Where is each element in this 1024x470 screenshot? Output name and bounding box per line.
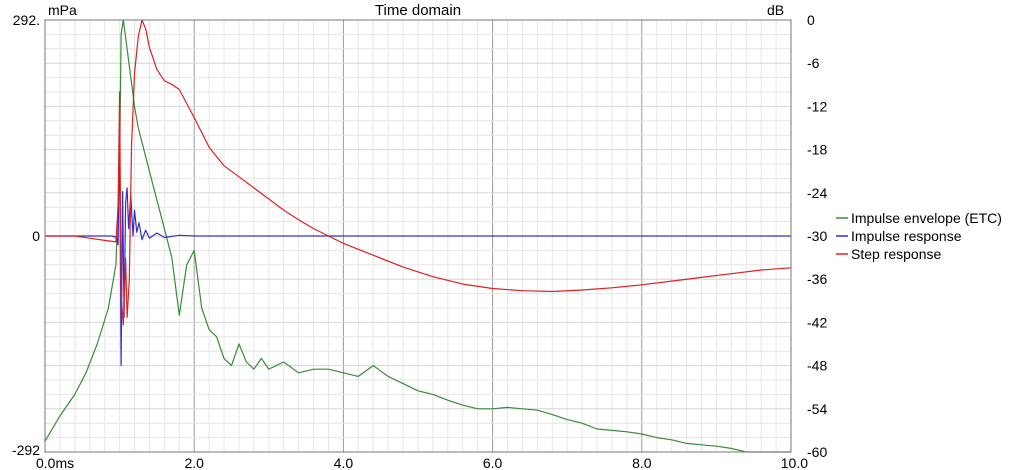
chart-title: Time domain xyxy=(375,2,461,19)
x-tick-label: 2.0 xyxy=(184,455,204,470)
x-tick-label: 8.0 xyxy=(632,455,652,470)
right-axis-unit: dB xyxy=(767,2,784,18)
series-line-step-response xyxy=(45,19,792,326)
legend-entry: Step response xyxy=(851,246,941,262)
legend: Impulse envelope (ETC) Impulse response St… xyxy=(836,210,1002,262)
plot-frame xyxy=(44,19,792,453)
right-tick-label: -18 xyxy=(807,142,827,158)
right-axis-ticks: 0 -6 -12 -18 -24 -30 -36 -42 -48 -54 -60 xyxy=(807,12,827,460)
right-tick-label: -12 xyxy=(807,98,827,114)
x-tick-label: 4.0 xyxy=(334,455,354,470)
right-tick-label: -48 xyxy=(807,358,827,374)
legend-entry: Impulse envelope (ETC) xyxy=(851,210,1002,226)
series-line-impulse-envelope-etc xyxy=(44,19,791,453)
right-tick-label: 0 xyxy=(807,12,815,28)
x-tick-label: 6.0 xyxy=(483,455,503,470)
x-tick-label: 10.0 xyxy=(781,455,808,470)
series-line-impulse-response xyxy=(45,124,791,367)
right-tick-label: -54 xyxy=(807,401,827,417)
right-tick-label: -30 xyxy=(807,228,827,244)
left-tick-bottom: -292 xyxy=(12,442,40,458)
right-tick-label: -42 xyxy=(807,314,827,330)
left-tick-zero: 0 xyxy=(32,228,40,244)
right-tick-label: -36 xyxy=(807,271,827,287)
left-axis-unit: mPa xyxy=(48,2,77,18)
left-tick-top: 292. xyxy=(13,12,40,28)
x-tick-label: 0.0ms xyxy=(36,455,74,470)
right-tick-label: -60 xyxy=(807,444,827,460)
series-group xyxy=(44,19,792,453)
right-tick-label: -6 xyxy=(807,55,820,71)
right-tick-label: -24 xyxy=(807,185,827,201)
legend-entry: Impulse response xyxy=(851,228,962,244)
x-axis-ticks: 0.0ms 2.0 4.0 6.0 8.0 10.0 xyxy=(36,455,808,470)
